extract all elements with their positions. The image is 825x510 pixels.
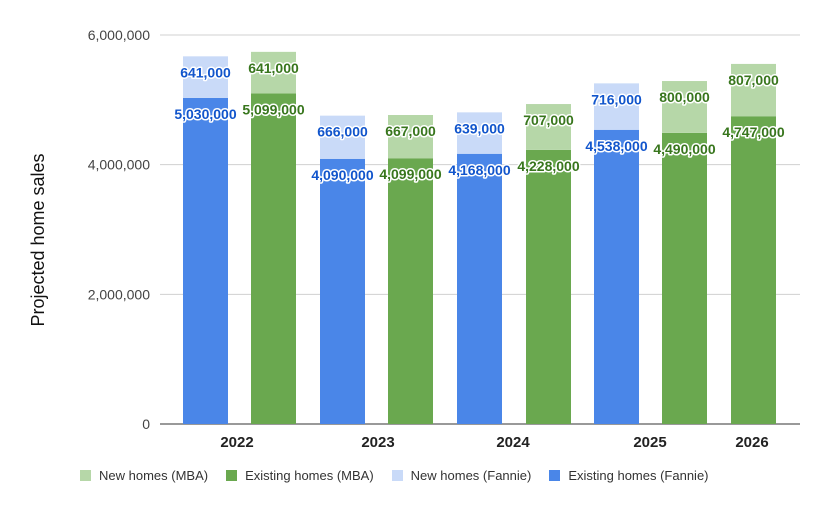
x-tick-label: 2022 bbox=[220, 434, 253, 451]
bar-existing-mba bbox=[526, 149, 571, 424]
y-tick-label: 0 bbox=[142, 416, 150, 432]
bar-new-fannie bbox=[457, 112, 502, 154]
legend-label: New homes (Fannie) bbox=[410, 468, 532, 483]
bar-existing-mba bbox=[731, 116, 776, 424]
data-label: 4,490,000 bbox=[653, 141, 715, 157]
legend-swatch bbox=[80, 470, 91, 481]
data-label: 667,000 bbox=[385, 123, 436, 139]
legend: New homes (MBA) Existing homes (MBA) New… bbox=[80, 468, 709, 483]
x-tick-label: 2025 bbox=[633, 434, 666, 451]
data-label: 5,099,000 bbox=[242, 101, 304, 117]
bar-new-mba bbox=[526, 104, 571, 150]
bar-new-mba bbox=[251, 51, 296, 94]
bar-new-mba bbox=[662, 81, 707, 133]
data-label: 4,090,000 bbox=[311, 167, 373, 183]
data-label: 800,000 bbox=[659, 89, 710, 105]
y-tick-label: 4,000,000 bbox=[88, 157, 150, 173]
data-label: 707,000 bbox=[523, 112, 574, 128]
legend-swatch bbox=[391, 470, 403, 481]
bar-existing-fannie bbox=[594, 129, 639, 425]
data-label: 641,000 bbox=[180, 64, 231, 80]
y-axis-label: Projected home sales bbox=[28, 153, 48, 326]
legend-swatch bbox=[226, 470, 238, 481]
data-label: 716,000 bbox=[591, 91, 642, 107]
bar-new-mba bbox=[388, 115, 433, 159]
legend-item: Existing homes (Fannie) bbox=[549, 468, 709, 483]
y-axis-ticks: 0 2,000,000 4,000,000 6,000,000 bbox=[88, 27, 151, 432]
x-tick-label: 2024 bbox=[496, 434, 530, 451]
y-tick-label: 2,000,000 bbox=[88, 286, 150, 302]
data-label: 5,030,000 bbox=[174, 106, 236, 122]
data-label: 639,000 bbox=[454, 120, 505, 136]
x-tick-label: 2026 bbox=[735, 434, 768, 451]
bar-existing-mba bbox=[251, 93, 296, 425]
legend-label: Existing homes (Fannie) bbox=[568, 468, 709, 483]
x-tick-label: 2023 bbox=[361, 434, 394, 451]
bar-new-mba bbox=[731, 63, 776, 117]
x-axis-ticks: 2022 2023 2024 2025 2026 bbox=[220, 434, 768, 451]
data-label: 4,099,000 bbox=[379, 166, 441, 182]
bar-new-fannie bbox=[183, 56, 228, 98]
bar-existing-fannie bbox=[457, 153, 502, 425]
legend-item: Existing homes (MBA) bbox=[226, 468, 374, 483]
data-label: 666,000 bbox=[317, 124, 368, 140]
bars bbox=[183, 51, 776, 425]
data-label: 807,000 bbox=[728, 72, 779, 88]
data-label: 4,747,000 bbox=[722, 124, 784, 140]
y-tick-label: 6,000,000 bbox=[88, 27, 150, 43]
bar-existing-mba bbox=[662, 132, 707, 425]
data-label: 4,168,000 bbox=[448, 162, 510, 178]
data-label: 4,538,000 bbox=[585, 138, 647, 154]
legend-swatch bbox=[549, 470, 561, 481]
bar-new-fannie bbox=[594, 83, 639, 130]
legend-label: New homes (MBA) bbox=[99, 468, 209, 483]
data-labels: 641,000 5,030,000 666,000 4,090,000 639,000 4… bbox=[173, 58, 786, 184]
legend-item: New homes (Fannie) bbox=[391, 468, 532, 483]
data-label: 4,228,000 bbox=[517, 158, 579, 174]
bar-existing-mba bbox=[388, 158, 433, 424]
data-label: 641,000 bbox=[248, 60, 299, 76]
bar-existing-fannie bbox=[320, 158, 365, 424]
legend-label: Existing homes (MBA) bbox=[245, 468, 374, 483]
legend-item: New homes (MBA) bbox=[80, 468, 208, 483]
bar-new-fannie bbox=[320, 115, 365, 159]
bar-existing-fannie bbox=[183, 97, 228, 424]
